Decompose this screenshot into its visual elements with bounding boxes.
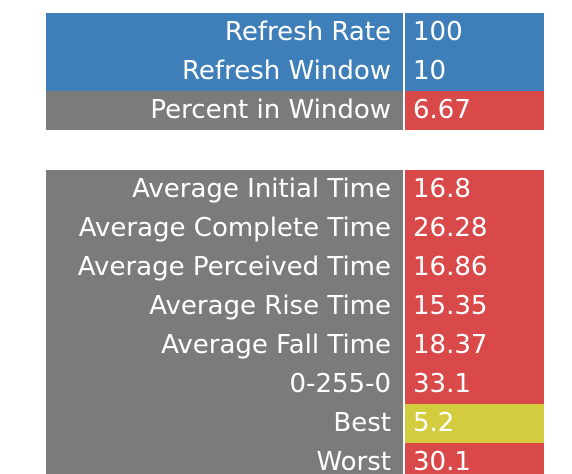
average-initial-time-value: 16.8 [405,170,544,209]
average-fall-time-value: 18.37 [405,326,544,365]
refresh-rate-label: Refresh Rate [46,13,405,52]
percent-in-window-value: 6.67 [405,91,544,130]
average-fall-time-row: Average Fall Time 18.37 [46,326,544,365]
average-complete-time-value: 26.28 [405,209,544,248]
results-table: Average Initial Time 16.8 Average Comple… [46,170,544,474]
average-initial-time-label: Average Initial Time [46,170,405,209]
average-complete-time-row: Average Complete Time 26.28 [46,209,544,248]
best-row: Best 5.2 [46,404,544,443]
average-perceived-time-row: Average Perceived Time 16.86 [46,248,544,287]
average-initial-time-row: Average Initial Time 16.8 [46,170,544,209]
best-value: 5.2 [405,404,544,443]
percent-in-window-label: Percent in Window [46,91,405,130]
refresh-window-label: Refresh Window [46,52,405,91]
worst-value: 30.1 [405,443,544,474]
average-complete-time-label: Average Complete Time [46,209,405,248]
transition-0-255-0-value: 33.1 [405,365,544,404]
average-rise-time-label: Average Rise Time [46,287,405,326]
percent-in-window-row: Percent in Window 6.67 [46,91,544,130]
average-perceived-time-label: Average Perceived Time [46,248,405,287]
best-label: Best [46,404,405,443]
worst-row: Worst 30.1 [46,443,544,474]
average-fall-time-label: Average Fall Time [46,326,405,365]
transition-0-255-0-label: 0-255-0 [46,365,405,404]
refresh-rate-row: Refresh Rate 100 [46,13,544,52]
refresh-rate-value: 100 [405,13,544,52]
settings-table: Refresh Rate 100 Refresh Window 10 Perce… [46,13,544,130]
average-rise-time-row: Average Rise Time 15.35 [46,287,544,326]
worst-label: Worst [46,443,405,474]
transition-0-255-0-row: 0-255-0 33.1 [46,365,544,404]
refresh-window-row: Refresh Window 10 [46,52,544,91]
average-rise-time-value: 15.35 [405,287,544,326]
refresh-window-value: 10 [405,52,544,91]
average-perceived-time-value: 16.86 [405,248,544,287]
